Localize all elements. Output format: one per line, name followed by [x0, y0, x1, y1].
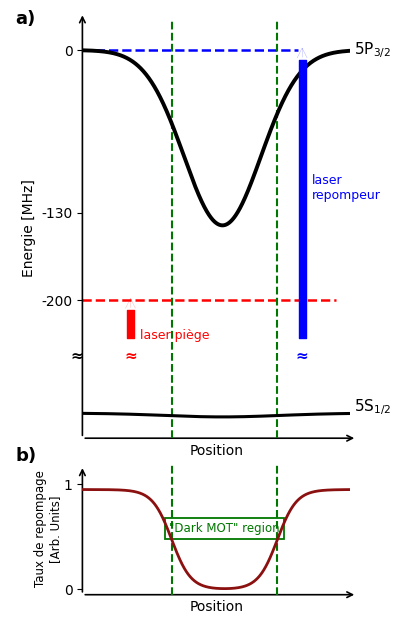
Text: ≈: ≈: [124, 349, 137, 364]
Text: b): b): [15, 448, 37, 466]
Text: ~
~: ~ ~: [298, 347, 306, 366]
Text: 5P$_{3/2}$: 5P$_{3/2}$: [354, 40, 391, 60]
Text: "Dark MOT" region: "Dark MOT" region: [169, 522, 280, 535]
Text: 5S$_{1/2}$: 5S$_{1/2}$: [354, 397, 391, 417]
Text: laser piège: laser piège: [140, 329, 210, 342]
X-axis label: Position: Position: [189, 444, 243, 458]
Text: laser
repompeur: laser repompeur: [312, 174, 381, 202]
X-axis label: Position: Position: [189, 600, 243, 614]
Text: a): a): [15, 11, 36, 28]
Y-axis label: Taux de repompage
[Arb. Units]: Taux de repompage [Arb. Units]: [35, 471, 62, 587]
Text: ≈: ≈: [70, 349, 83, 364]
Y-axis label: Energie [MHz]: Energie [MHz]: [22, 180, 36, 277]
Text: ≈: ≈: [296, 349, 309, 364]
